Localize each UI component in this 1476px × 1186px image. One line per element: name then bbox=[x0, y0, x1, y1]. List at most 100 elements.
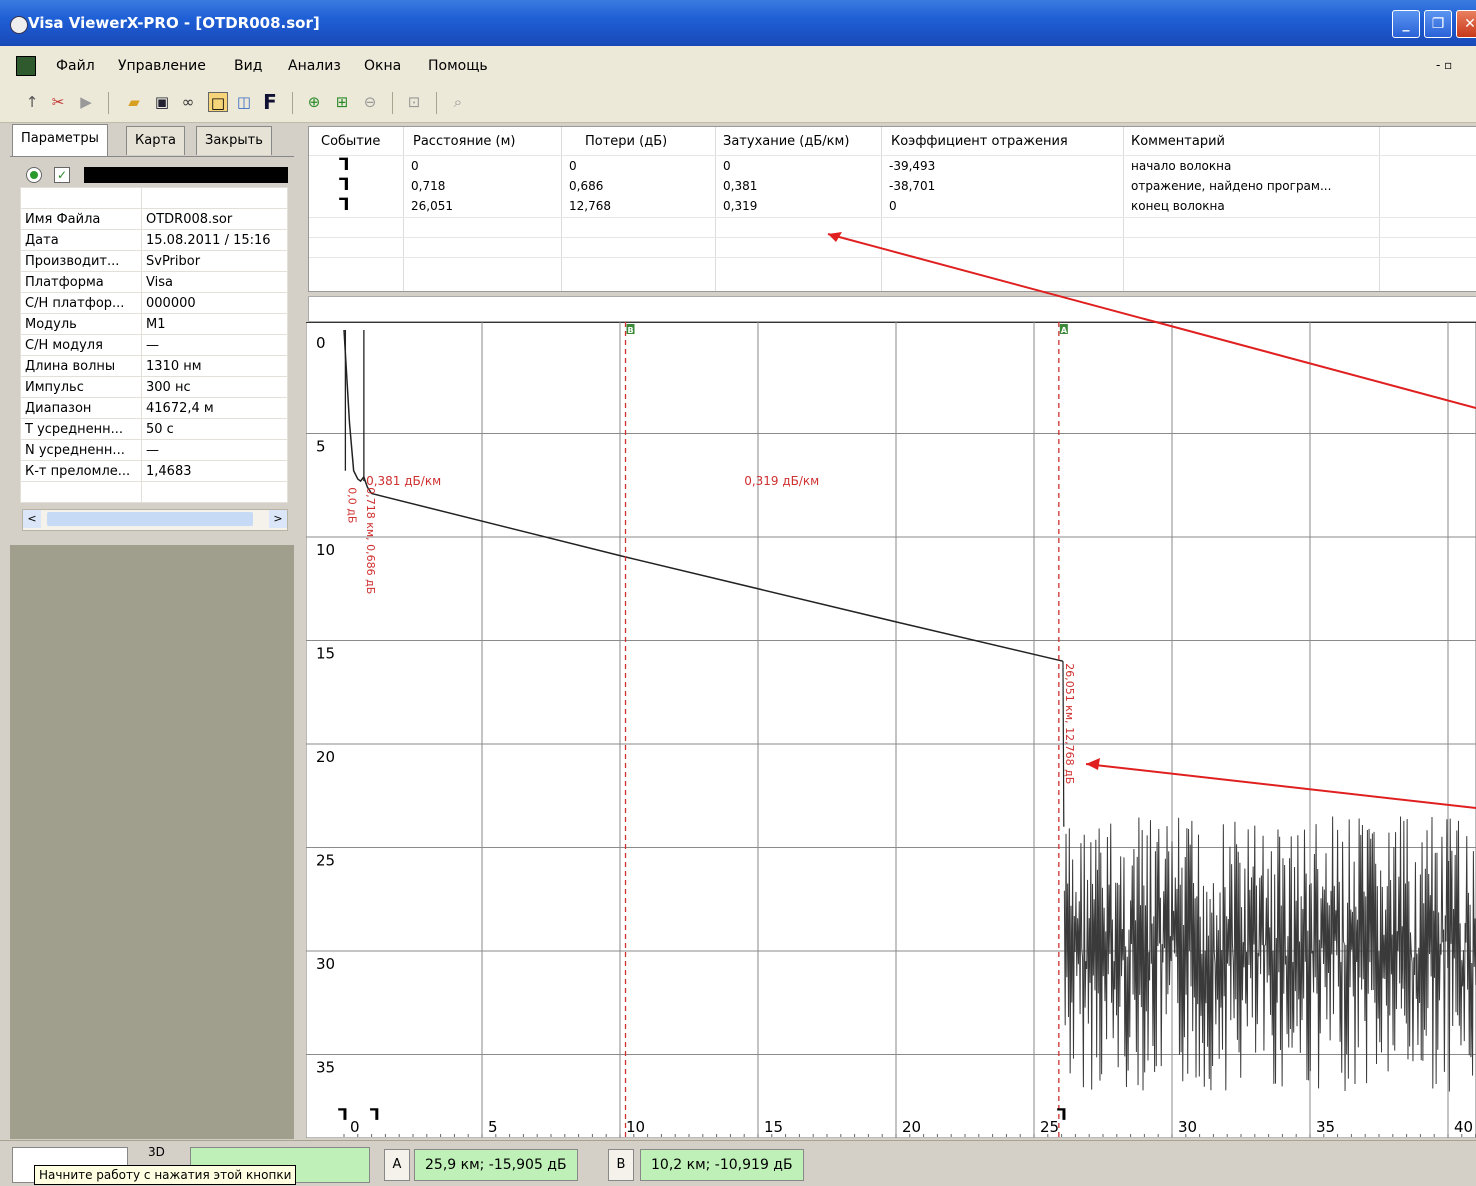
param-value: 1,4683 bbox=[141, 460, 288, 482]
x-tick-label: 10 bbox=[626, 1118, 645, 1136]
menu-control[interactable]: Управление bbox=[118, 58, 206, 74]
event-cell-comment: отражение, найдено програм... bbox=[1131, 179, 1332, 193]
marker-a-readout: 25,9 км; -15,905 дБ bbox=[414, 1149, 578, 1181]
row-divider bbox=[309, 237, 1476, 238]
param-value: 1310 нм bbox=[141, 355, 288, 377]
event-marker: ⅂ bbox=[369, 1105, 379, 1124]
param-key: Т усредненн... bbox=[20, 418, 142, 440]
mdi-controls[interactable]: - ▫ bbox=[1436, 58, 1453, 72]
trace-annotation: 0,718 км, 0,686 дБ bbox=[364, 487, 377, 594]
param-row[interactable]: Длина волны 1310 нм bbox=[20, 355, 288, 377]
menu-view[interactable]: Вид bbox=[234, 58, 263, 74]
zoom-reset-icon[interactable]: ⌕ bbox=[453, 93, 463, 111]
event-cell-event: ⅂ bbox=[339, 175, 349, 195]
close-button[interactable]: ✕ bbox=[1456, 10, 1476, 38]
trace-annotation: 0,0 дБ bbox=[345, 487, 358, 523]
param-row[interactable]: Диапазон 41672,4 м bbox=[20, 397, 288, 419]
x-tick-label: 30 bbox=[1178, 1118, 1197, 1136]
event-cell-comment: конец волокна bbox=[1131, 199, 1225, 213]
col-header-attenuation[interactable]: Затухание (дБ/км) bbox=[723, 134, 850, 149]
param-row[interactable]: Импульс 300 нс bbox=[20, 376, 288, 398]
marker-a-label[interactable]: A bbox=[384, 1149, 410, 1181]
param-value: M1 bbox=[141, 313, 288, 335]
x-tick-label: 5 bbox=[488, 1118, 498, 1136]
col-header-loss[interactable]: Потери (дБ) bbox=[585, 134, 668, 149]
trace-radio[interactable] bbox=[26, 167, 42, 183]
param-row[interactable]: Производит... SvPribor bbox=[20, 250, 288, 272]
menu-windows[interactable]: Окна bbox=[364, 58, 402, 74]
scroll-right-button[interactable]: > bbox=[269, 510, 287, 528]
col-header-event[interactable]: Событие bbox=[321, 134, 381, 149]
minimize-button[interactable]: _ bbox=[1392, 10, 1420, 38]
param-row[interactable]: Платформа Visa bbox=[20, 271, 288, 293]
open-folder-icon[interactable]: ▰ bbox=[128, 93, 140, 111]
left-panel: Параметры Карта Закрыть ✓ Имя Файла OTDR0… bbox=[10, 124, 294, 1139]
document-icon[interactable] bbox=[16, 56, 36, 76]
column-divider bbox=[403, 127, 404, 291]
event-row[interactable]: ⅂ 0,718 0,686 0,381 -38,701 отражение, найден… bbox=[309, 175, 1476, 197]
parameters-table: Имя Файла OTDR008.sor Дата 15.08.2011 / 15:… bbox=[20, 187, 288, 503]
tab-parameters[interactable]: Параметры bbox=[12, 124, 108, 157]
param-row-empty bbox=[20, 481, 288, 503]
events-splitter[interactable] bbox=[308, 296, 1476, 322]
marker-b-label[interactable]: B bbox=[608, 1149, 634, 1181]
f-icon[interactable]: F bbox=[263, 90, 277, 114]
menu-analysis[interactable]: Анализ bbox=[288, 58, 341, 74]
param-row[interactable]: Модуль M1 bbox=[20, 313, 288, 335]
cursor-icon[interactable]: ↑ bbox=[25, 93, 39, 111]
col-header-comment[interactable]: Комментарий bbox=[1131, 134, 1225, 149]
trace-chart[interactable]: 0 5 10 15 20 25 30 35 40 0 5 10 15 20 25 30 35 B A 0,381 дБ… bbox=[306, 322, 1476, 1138]
param-value: SvPribor bbox=[141, 250, 288, 272]
param-key: Длина волны bbox=[20, 355, 142, 377]
trace-annotation: 0,381 дБ/км bbox=[366, 474, 441, 488]
param-row[interactable]: Т усредненн... 50 с bbox=[20, 418, 288, 440]
trace-chart-svg[interactable]: 0 5 10 15 20 25 30 35 40 0 5 10 15 20 25 30 35 B A 0,381 дБ… bbox=[306, 322, 1476, 1138]
param-row[interactable]: Дата 15.08.2011 / 15:16 bbox=[20, 229, 288, 251]
cursor-label-a: A bbox=[1061, 326, 1068, 335]
param-row[interactable]: С/Н модуля — bbox=[20, 334, 288, 356]
zoom-fit-icon[interactable]: ⊞ bbox=[335, 93, 349, 111]
zoom-page-icon[interactable]: ◫ bbox=[236, 93, 252, 111]
save-icon[interactable]: ▣ bbox=[154, 93, 170, 111]
scroll-thumb[interactable] bbox=[47, 512, 253, 526]
cut-icon[interactable]: ✂ bbox=[51, 93, 65, 111]
marker-b-readout: 10,2 км; -10,919 дБ bbox=[640, 1149, 804, 1181]
param-row[interactable]: С/Н платфор... 000000 bbox=[20, 292, 288, 314]
param-value: OTDR008.sor bbox=[141, 208, 288, 230]
x-tick-label: 20 bbox=[902, 1118, 921, 1136]
zoom-out-icon[interactable]: ⊖ bbox=[363, 93, 377, 111]
scroll-left-button[interactable]: < bbox=[23, 510, 41, 528]
param-row[interactable]: N усредненн... — bbox=[20, 439, 288, 461]
event-cell-event: ⅂ bbox=[339, 155, 349, 175]
col-header-reflection[interactable]: Коэффициент отражения bbox=[891, 134, 1068, 149]
maximize-button[interactable]: ❐ bbox=[1424, 10, 1452, 38]
y-tick-label: 0 bbox=[316, 334, 326, 352]
param-key: Производит... bbox=[20, 250, 142, 272]
column-divider bbox=[881, 127, 882, 291]
col-header-distance[interactable]: Расстояние (м) bbox=[413, 134, 516, 149]
y-tick-label: 35 bbox=[316, 1059, 335, 1077]
event-cell-distance: 0 bbox=[411, 159, 419, 173]
event-row[interactable]: ⅂ 26,051 12,768 0,319 0 конец волокна bbox=[309, 195, 1476, 217]
param-value: 000000 bbox=[141, 292, 288, 314]
param-value: 50 с bbox=[141, 418, 288, 440]
tab-close[interactable]: Закрыть bbox=[196, 126, 272, 155]
frame-icon[interactable]: □ bbox=[208, 92, 228, 112]
event-marker: ⅂ bbox=[337, 1105, 347, 1124]
param-row[interactable]: К-т преломле... 1,4683 bbox=[20, 460, 288, 482]
trace-checkbox[interactable]: ✓ bbox=[54, 167, 70, 183]
menu-file[interactable]: Файл bbox=[56, 58, 95, 74]
param-value bbox=[141, 187, 288, 209]
zoom-in-icon[interactable]: ⊕ bbox=[307, 93, 321, 111]
zoom-region-icon[interactable]: ⊡ bbox=[407, 93, 421, 111]
event-row[interactable]: ⅂ 0 0 0 -39,493 начало волокна bbox=[309, 155, 1476, 177]
binoculars-icon[interactable]: ∞ bbox=[181, 93, 195, 111]
toolbar-separator bbox=[392, 92, 393, 114]
menu-help[interactable]: Помощь bbox=[428, 58, 488, 74]
param-key: Дата bbox=[20, 229, 142, 251]
play-icon[interactable]: ▶ bbox=[80, 93, 92, 111]
param-row[interactable]: Имя Файла OTDR008.sor bbox=[20, 208, 288, 230]
tab-map[interactable]: Карта bbox=[126, 126, 185, 155]
horizontal-scrollbar[interactable]: < > bbox=[22, 509, 288, 531]
column-divider bbox=[1123, 127, 1124, 291]
